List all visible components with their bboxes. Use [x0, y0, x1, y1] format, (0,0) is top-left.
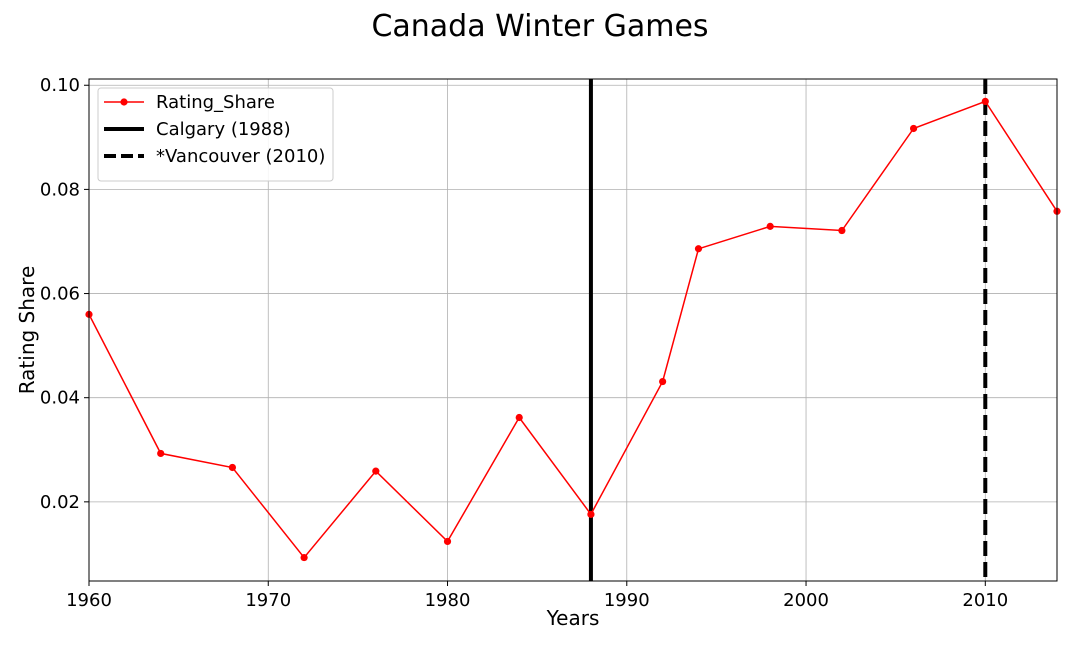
- x-tick-label: 2000: [783, 590, 829, 611]
- legend-marker: [120, 98, 128, 106]
- x-tick-label: 2010: [962, 590, 1008, 611]
- data-point: [659, 377, 667, 386]
- x-tick-label: 1960: [66, 590, 112, 611]
- x-axis-label: Years: [546, 606, 600, 630]
- data-point: [909, 124, 918, 133]
- y-tick-label: 0.06: [40, 284, 80, 305]
- x-tick-label: 1970: [245, 590, 291, 611]
- data-point: [587, 510, 595, 518]
- legend-label: Rating_Share: [156, 92, 275, 113]
- y-tick-label: 0.04: [40, 388, 80, 409]
- y-axis-label: Rating Share: [15, 266, 39, 395]
- chart-title: Canada Winter Games: [371, 9, 708, 44]
- legend-box: [97, 87, 334, 182]
- x-tick-label: 1980: [425, 590, 471, 611]
- series-layer: [85, 97, 1061, 562]
- data-point: [694, 245, 703, 253]
- data-point: [443, 537, 452, 546]
- y-axis-ticks: 0.02 0.04 0.06 0.08 0.10: [40, 75, 89, 513]
- data-point: [515, 413, 523, 422]
- x-tick-label: 1990: [604, 590, 650, 611]
- plot-area-frame: [88, 78, 1058, 582]
- y-tick-label: 0.02: [40, 492, 80, 513]
- y-tick-label: 0.08: [40, 179, 80, 200]
- x-axis-ticks: 1960 1970 1980 1990 2000 2010: [66, 581, 1008, 611]
- data-point: [838, 226, 846, 235]
- data-point: [157, 449, 165, 458]
- legend-label: Calgary (1988): [156, 119, 291, 140]
- y-tick-label: 0.10: [40, 75, 80, 96]
- legend-label: *Vancouver (2010): [156, 146, 325, 167]
- data-point: [372, 467, 380, 475]
- grid-lines: [88, 79, 1057, 581]
- data-point: [300, 553, 308, 562]
- legend: Rating_Share Calgary (1988) *Vancouver (20…: [97, 87, 334, 182]
- data-point: [766, 222, 774, 230]
- data-point: [228, 463, 237, 472]
- vertical-reference-lines: [588, 79, 988, 581]
- data-point: [981, 97, 989, 105]
